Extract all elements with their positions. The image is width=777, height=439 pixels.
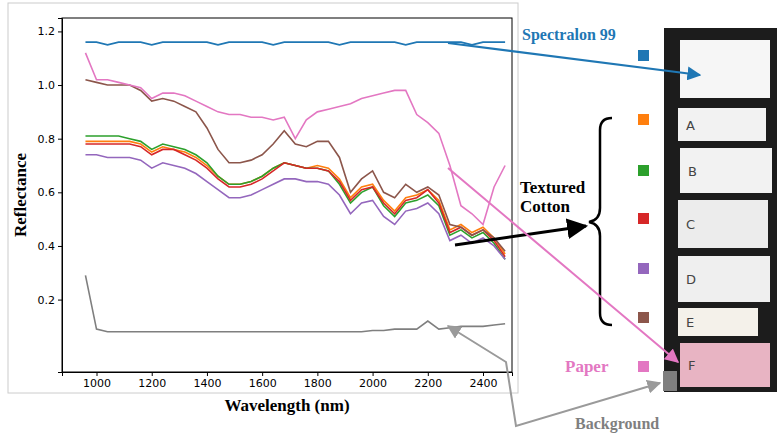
tick: 0.2 [38, 294, 63, 307]
y-axis-title: Reflectance [11, 153, 30, 237]
tick: 2200 [414, 372, 442, 390]
tick-label: 1600 [249, 377, 277, 390]
sample-letter: D [686, 272, 696, 287]
tick-mark [483, 372, 484, 376]
tick: 1800 [304, 372, 332, 390]
tick: 2400 [470, 372, 498, 390]
series-line [85, 275, 505, 331]
tick-mark [58, 139, 62, 140]
series-line [85, 141, 505, 254]
tick: 0.6 [38, 186, 63, 199]
tick-mark [373, 372, 374, 376]
legend-key [638, 361, 649, 372]
legend-key [638, 312, 649, 323]
series-line [85, 144, 505, 257]
tick-mark [58, 192, 62, 193]
series-line [85, 42, 505, 45]
sample-swatch [680, 40, 770, 98]
tick: 1000 [83, 372, 111, 390]
tick-label: 2200 [414, 377, 442, 390]
tick-label: 1.0 [38, 79, 56, 92]
arrow [448, 168, 678, 362]
arrow [448, 326, 660, 426]
tick-mark [58, 85, 62, 86]
series-line [85, 155, 505, 260]
tick-label: 1400 [193, 377, 221, 390]
sample-swatch [678, 200, 768, 248]
sample-letter: A [686, 118, 695, 133]
sample-swatch [663, 371, 677, 391]
tick: 1.2 [38, 25, 63, 38]
axis-line [63, 373, 513, 377]
arrow [448, 43, 700, 75]
tick-mark [58, 246, 62, 247]
tick-label: 2400 [470, 377, 498, 390]
legend-key [638, 263, 649, 274]
tick: 1200 [138, 372, 166, 390]
chart-panel [8, 3, 518, 393]
legend-key [638, 213, 649, 224]
tick-label: 0.8 [38, 133, 56, 146]
tick-label: 1.2 [38, 25, 56, 38]
tick-mark [428, 372, 429, 376]
tick-label: 1200 [138, 377, 166, 390]
tick-mark [97, 372, 98, 376]
brace [589, 118, 612, 325]
annotation: TexturedCotton [520, 178, 586, 216]
tick: 2000 [359, 372, 387, 390]
legend-key [638, 165, 649, 176]
series-line [85, 136, 505, 259]
tick-mark [58, 300, 62, 301]
sample-swatch [680, 148, 772, 193]
axis-xticks: 1000 1200 1400 1600 1800 2000 2200 2400 [63, 372, 513, 390]
chart-container: 100012001400160018002000220024000.20.40.… [0, 0, 777, 439]
sample-swatch [680, 343, 770, 387]
legend-key [638, 114, 649, 125]
sample-letter: F [688, 358, 695, 373]
plot-lines [85, 42, 505, 332]
legend-key [638, 50, 649, 61]
tick-mark [262, 372, 263, 376]
tick-mark [58, 31, 62, 32]
tick-label: 2000 [359, 377, 387, 390]
tick: 0.8 [38, 133, 63, 146]
sample-letter: C [686, 217, 695, 232]
axis-yticks: 0.2 0.4 0.6 0.8 1.0 1.2 [38, 19, 63, 373]
tick-mark [317, 372, 318, 376]
sample-letter: B [688, 164, 697, 179]
photo-background [664, 28, 777, 392]
series-label: Spectralon 99 [522, 26, 616, 44]
plot-frame [62, 18, 512, 372]
tick-mark [152, 372, 153, 376]
sample-swatch [678, 308, 758, 336]
tick-label: 0.4 [38, 240, 56, 253]
sample-swatch [678, 108, 766, 141]
tick-label: 0.2 [38, 294, 56, 307]
tick: 0.4 [38, 240, 63, 253]
chart-svg: 100012001400160018002000220024000.20.40.… [0, 0, 777, 439]
tick-label: 1800 [304, 377, 332, 390]
series-line [85, 53, 505, 225]
series-line [85, 80, 505, 252]
series-label: Background [575, 415, 659, 433]
tick-mark [207, 372, 208, 376]
x-axis-title: Wavelength (nm) [224, 396, 349, 415]
sample-letter: E [686, 315, 694, 330]
tick: 1400 [193, 372, 221, 390]
tick-label: 0.6 [38, 186, 56, 199]
tick: 1600 [249, 372, 277, 390]
tick-label: 1000 [83, 377, 111, 390]
tick: 1.0 [38, 79, 63, 92]
annotation: Paper [565, 357, 609, 376]
sample-swatch [678, 256, 770, 302]
